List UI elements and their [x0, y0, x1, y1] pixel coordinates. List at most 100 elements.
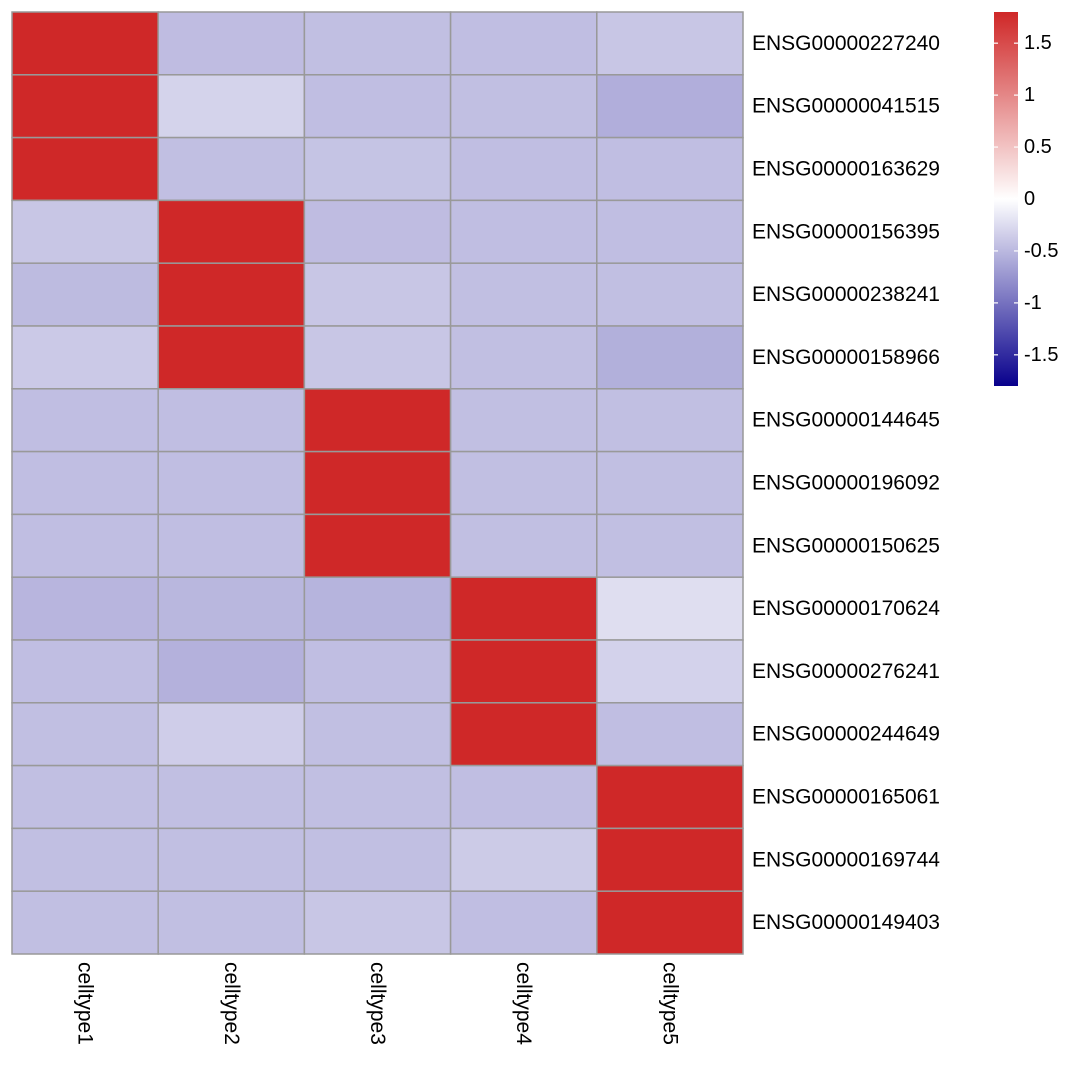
heatmap-cell — [303, 11, 452, 76]
heatmap-cell — [157, 325, 306, 390]
heatmap-cell — [11, 11, 159, 76]
legend-tick-label: 0 — [1024, 188, 1035, 210]
heatmap-cell — [303, 74, 452, 139]
heatmap-cell — [157, 74, 306, 139]
heatmap-cell — [11, 576, 159, 641]
heatmap-cell — [157, 11, 306, 76]
heatmap-cell — [303, 199, 452, 264]
legend-tick-label: -1 — [1024, 292, 1042, 314]
color-legend: 1.5 1 0.5 0 -0.5 -1 -1.5 — [994, 12, 1058, 386]
heatmap-cell — [449, 199, 598, 264]
row-label: ENSG00000144645 — [752, 409, 940, 432]
heatmap-cell — [303, 136, 452, 202]
row-label: ENSG00000227240 — [752, 32, 940, 55]
column-label: celltype3 — [366, 962, 389, 1045]
heatmap-cell — [157, 262, 306, 327]
heatmap-cell — [11, 262, 159, 327]
heatmap-cell — [303, 325, 452, 390]
legend-tick-label: -0.5 — [1024, 240, 1058, 262]
heatmap-cell — [596, 450, 744, 516]
heatmap-cell — [303, 576, 452, 641]
heatmap-cell — [303, 388, 452, 453]
legend-tick-label: -1.5 — [1024, 344, 1058, 366]
row-label: ENSG00000170624 — [752, 597, 940, 620]
heatmap-cell — [596, 136, 744, 202]
heatmap-cell — [157, 199, 306, 264]
heatmap-cell — [157, 450, 306, 516]
legend-tick-label: 0.5 — [1024, 136, 1052, 158]
heatmap-cell — [449, 136, 598, 202]
heatmap-cell — [11, 74, 159, 139]
heatmap-cell — [449, 827, 598, 892]
heatmap-cell — [157, 890, 306, 955]
heatmap-cell — [11, 325, 159, 390]
heatmap-cell — [449, 576, 598, 641]
heatmap-cell — [449, 74, 598, 139]
heatmap-cell — [11, 199, 159, 264]
heatmap-cell — [449, 639, 598, 704]
heatmap-cell — [449, 325, 598, 390]
heatmap-cell — [303, 764, 452, 830]
heatmap-cell — [11, 827, 159, 892]
row-label: ENSG00000276241 — [752, 660, 940, 683]
heatmap-cell — [11, 513, 159, 578]
heatmap-cell — [596, 262, 744, 327]
row-label: ENSG00000149403 — [752, 911, 940, 934]
row-label: ENSG00000163629 — [752, 158, 940, 181]
heatmap-cell — [449, 764, 598, 830]
row-label: ENSG00000169744 — [752, 848, 940, 871]
heatmap-cell — [157, 639, 306, 704]
heatmap-cell — [157, 764, 306, 830]
legend-tick-label: 1.5 — [1024, 32, 1052, 54]
legend-ticks: 1.5 1 0.5 0 -0.5 -1 -1.5 — [994, 32, 1058, 366]
heatmap-cell — [596, 325, 744, 390]
heatmap-cell — [303, 450, 452, 516]
column-label: celltype2 — [220, 962, 243, 1045]
row-label: ENSG00000158966 — [752, 346, 940, 369]
heatmap-cell — [449, 513, 598, 578]
heatmap-cell — [596, 388, 744, 453]
heatmap-cell — [303, 513, 452, 578]
row-label: ENSG00000150625 — [752, 534, 940, 557]
heatmap-cell — [157, 702, 306, 767]
heatmap-cell — [157, 513, 306, 578]
heatmap-cell — [303, 262, 452, 327]
heatmap-cell — [596, 74, 744, 139]
heatmap-cell — [303, 639, 452, 704]
heatmap-cell — [596, 513, 744, 578]
column-label: celltype1 — [74, 962, 97, 1045]
heatmap-cell — [449, 388, 598, 453]
heatmap-cell — [596, 702, 744, 767]
heatmap-cell — [449, 11, 598, 76]
row-label: ENSG00000238241 — [752, 283, 940, 306]
heatmap-cell — [596, 764, 744, 830]
heatmap-cell — [11, 764, 159, 830]
heatmap-cells — [11, 11, 744, 955]
heatmap-cell — [157, 827, 306, 892]
heatmap-cell — [596, 639, 744, 704]
heatmap-cell — [11, 890, 159, 955]
row-label: ENSG00000244649 — [752, 723, 940, 746]
row-label: ENSG00000156395 — [752, 220, 940, 243]
heatmap-cell — [303, 827, 452, 892]
heatmap-cell — [596, 199, 744, 264]
heatmap-cell — [596, 890, 744, 955]
heatmap-cell — [449, 262, 598, 327]
heatmap-cell — [157, 388, 306, 453]
row-label: ENSG00000196092 — [752, 472, 940, 495]
heatmap-cell — [449, 890, 598, 955]
row-labels: ENSG00000227240 ENSG00000041515 ENSG000001… — [752, 32, 940, 934]
heatmap-cell — [449, 450, 598, 516]
row-label: ENSG00000041515 — [752, 95, 940, 118]
heatmap-cell — [157, 136, 306, 202]
heatmap-cell — [596, 827, 744, 892]
heatmap-cell — [11, 388, 159, 453]
heatmap-cell — [596, 576, 744, 641]
heatmap-cell — [596, 11, 744, 76]
legend-tick-label: 1 — [1024, 84, 1035, 106]
heatmap-cell — [303, 890, 452, 955]
heatmap-cell — [11, 450, 159, 516]
heatmap-cell — [157, 576, 306, 641]
heatmap-cell — [303, 702, 452, 767]
